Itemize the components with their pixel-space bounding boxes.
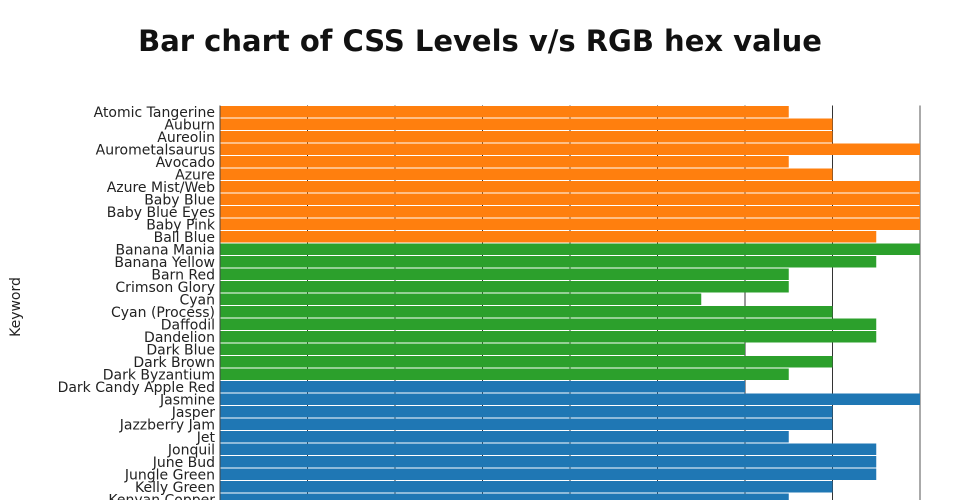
bar[interactable]	[220, 331, 877, 343]
bar[interactable]	[220, 481, 833, 493]
bar[interactable]	[220, 281, 789, 293]
bar[interactable]	[220, 256, 877, 268]
bar[interactable]	[220, 143, 920, 156]
y-tick-label: Aurometalsaurus	[96, 142, 215, 158]
y-tick-label: Baby Pink	[146, 217, 216, 233]
y-tick-label: Jasmine	[159, 392, 215, 408]
y-tick-label: Ball Blue	[154, 230, 215, 246]
y-tick-label: Cyan (Process)	[111, 305, 215, 321]
y-tick-label: Baby Blue	[144, 192, 215, 208]
bar[interactable]	[220, 156, 789, 168]
bar[interactable]	[220, 318, 877, 331]
bar[interactable]	[220, 443, 877, 456]
y-tick-label: Baby Blue Eyes	[107, 205, 215, 221]
y-tick-label: Crimson Glory	[115, 280, 215, 296]
bar[interactable]	[220, 406, 833, 418]
y-tick-label: Dandelion	[144, 330, 215, 346]
bar[interactable]	[220, 218, 920, 231]
y-tick-label: Dark Blue	[146, 342, 215, 358]
bar[interactable]	[220, 493, 789, 500]
bar[interactable]	[220, 431, 789, 443]
y-tick-label: Jungle Green	[124, 467, 215, 483]
bar[interactable]	[220, 468, 877, 481]
bar[interactable]	[220, 168, 833, 181]
y-tick-label: Barn Red	[151, 267, 215, 283]
bar[interactable]	[220, 381, 745, 393]
y-tick-label: June Bud	[152, 455, 215, 471]
y-tick-label: Jet	[196, 430, 216, 446]
y-tick-label: Kelly Green	[135, 480, 215, 496]
y-tick-label: Banana Mania	[115, 242, 215, 258]
bar[interactable]	[220, 206, 920, 218]
bar[interactable]	[220, 456, 877, 468]
y-tick-label: Auburn	[164, 117, 215, 133]
bar[interactable]	[220, 293, 702, 306]
y-tick-label: Jazzberry Jam	[119, 417, 215, 433]
y-tick-label: Avocado	[156, 155, 215, 171]
bar[interactable]	[220, 306, 833, 318]
y-tick-label: Jonquil	[167, 442, 215, 458]
y-tick-label: Atomic Tangerine	[94, 105, 215, 121]
chart-title: Bar chart of CSS Levels v/s RGB hex valu…	[138, 24, 822, 58]
bar[interactable]	[220, 368, 789, 381]
bar[interactable]	[220, 243, 920, 256]
y-tick-label: Dark Brown	[133, 355, 215, 371]
bar[interactable]	[220, 343, 745, 356]
y-tick-label: Cyan	[179, 292, 215, 308]
bar[interactable]	[220, 131, 833, 143]
y-tick-label: Banana Yellow	[114, 255, 215, 271]
bar[interactable]	[220, 231, 877, 243]
y-tick-label: Azure	[175, 167, 215, 183]
bar[interactable]	[220, 118, 833, 131]
y-tick-label: Kenyan Copper	[108, 492, 215, 500]
y-tick-label: Dark Candy Apple Red	[58, 380, 215, 396]
bar[interactable]	[220, 181, 920, 193]
y-tick-label: Dark Byzantium	[103, 367, 215, 383]
y-tick-label: Daffodil	[161, 317, 215, 333]
bar[interactable]	[220, 418, 833, 431]
bar[interactable]	[220, 106, 789, 118]
bar[interactable]	[220, 193, 920, 206]
bar[interactable]	[220, 356, 833, 368]
y-tick-label: Azure Mist/Web	[107, 180, 215, 196]
y-tick-label: Aureolin	[157, 130, 215, 146]
bar[interactable]	[220, 268, 789, 281]
y-tick-label: Jasper	[171, 405, 216, 421]
bar[interactable]	[220, 393, 920, 406]
